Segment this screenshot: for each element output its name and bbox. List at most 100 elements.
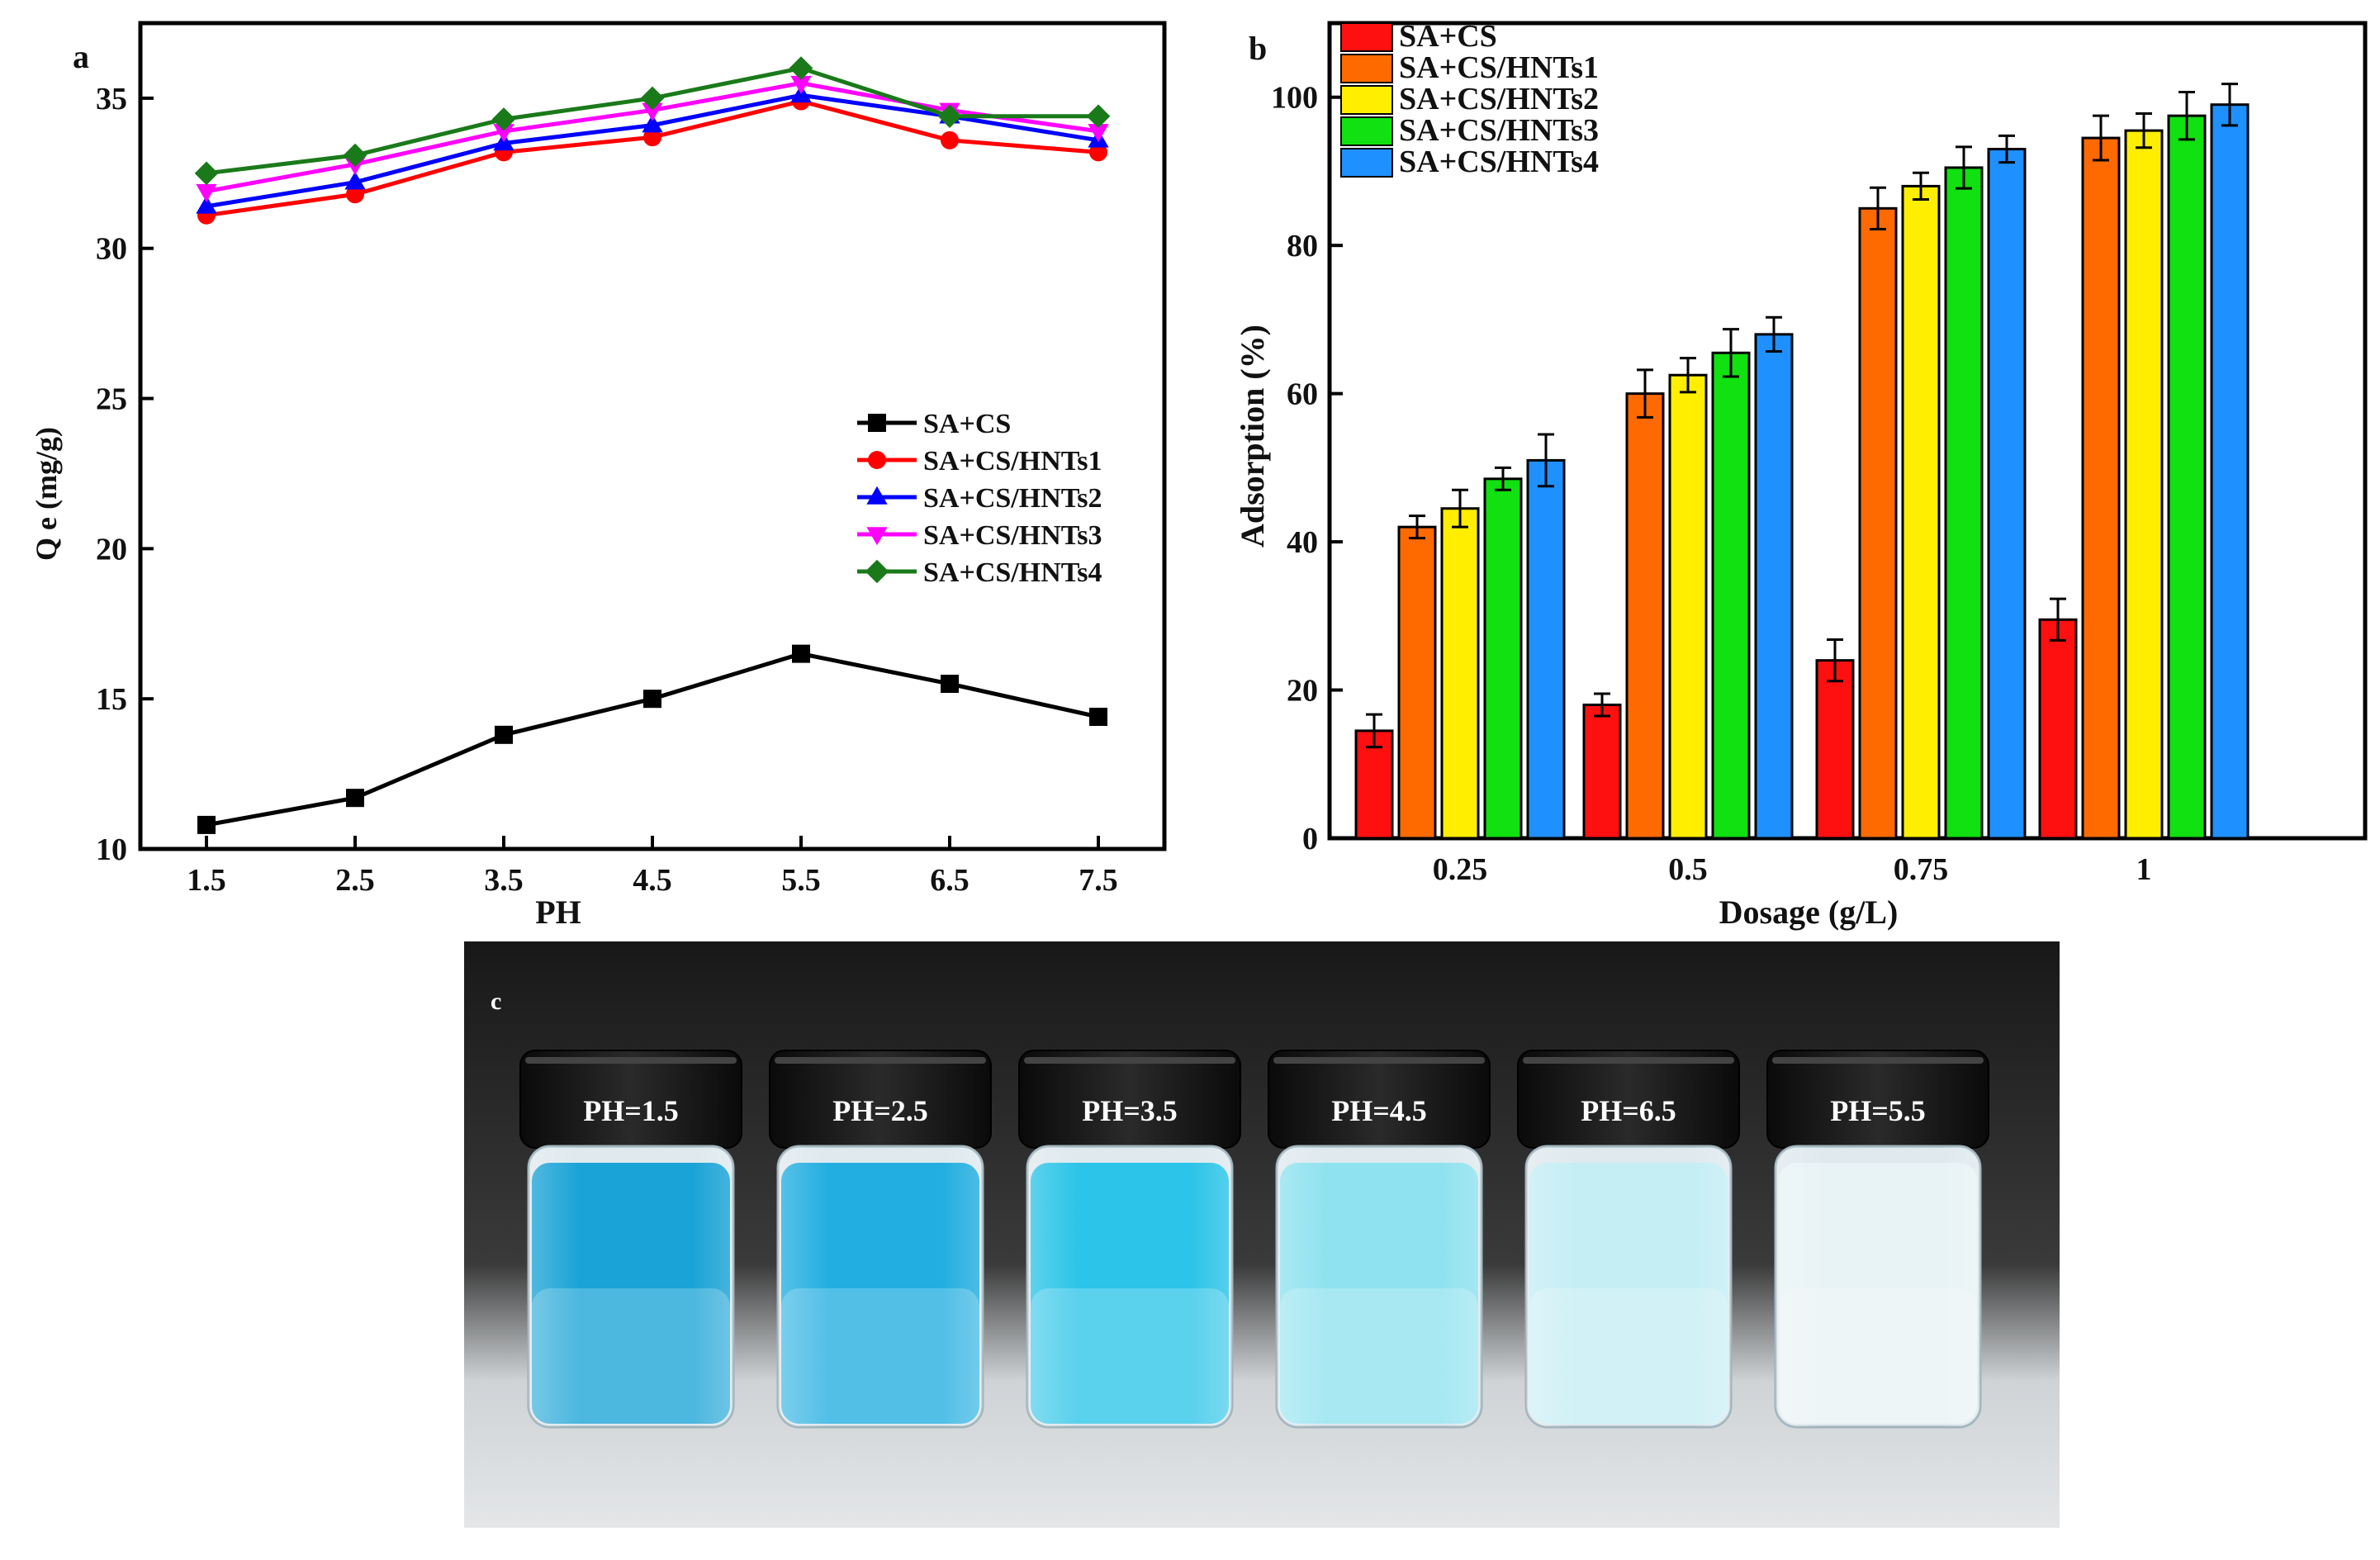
data-point-sa-cs-hnts3 (790, 75, 812, 94)
bar-sa-cs-hnts2 (2124, 129, 2164, 840)
panel-b-x-tick-label: 0.75 (1894, 852, 1949, 887)
vial-ph-3-5: PH=3.5 (1018, 1050, 1241, 1429)
panel-b-y-tick-label: 0 (1302, 822, 1318, 856)
legend-marker (868, 414, 886, 432)
legend-swatch (1340, 54, 1393, 83)
bar-sa-cs-hnts4 (1987, 148, 2027, 840)
panel-b-bars (1354, 83, 2250, 840)
legend-entry-sa-cs: SA+CS (857, 409, 1011, 439)
bar-sa-cs (1582, 703, 1622, 840)
data-point-sa-cs-hnts4 (343, 143, 367, 168)
bar-sa-cs-hnts2 (1901, 184, 1941, 840)
vial-cap-rim (1772, 1057, 1984, 1064)
legend-swatch (1340, 85, 1393, 115)
data-point-sa-cs-hnts1 (1089, 143, 1107, 162)
legend-entry-sa-cs-hnts3: SA+CS/HNTs3 (857, 520, 1102, 551)
legend-swatch (1340, 116, 1393, 146)
bar-sa-cs-hnts1 (1397, 525, 1437, 840)
legend-label: SA+CS/HNTs4 (923, 557, 1102, 588)
data-point-sa-cs-hnts1 (941, 130, 959, 149)
panel-b-label: b (1249, 30, 1267, 67)
legend-label: SA+CS/HNTs4 (1399, 145, 1599, 179)
legend-entry-sa-cs-hnts4: SA+CS/HNTs4 (1340, 145, 1599, 179)
vial-ph-2-5: PH=2.5 (769, 1050, 992, 1429)
panel-b-y-tick-label: 100 (1271, 81, 1318, 116)
legend-label: SA+CS/HNTs3 (923, 520, 1102, 551)
panel-a-x-tick-label: 6.5 (930, 863, 970, 898)
bar-sa-cs-hnts1 (1858, 206, 1898, 840)
legend-marker (866, 527, 888, 546)
vial-cap-rim (1273, 1057, 1485, 1064)
panel-a-x-axis: 1.5 2.5 3.5 4.5 5.5 6.5 7.5 (187, 836, 1118, 898)
legend-label: SA+CS/HNTs2 (923, 483, 1102, 514)
panel-c-vial-photo: c PH=1.5 PH=2.5 PH=3.5 PH=4.5 PH=6.5 PH=5.5 (464, 941, 2060, 1528)
panel-b-y-tick-label: 80 (1287, 229, 1318, 263)
data-point-sa-cs (1089, 708, 1107, 726)
legend-entry-sa-cs-hnts2: SA+CS/HNTs2 (857, 483, 1102, 514)
panel-b-x-axis: 0.25 0.5 0.75 1 (1433, 825, 2152, 887)
panel-a-series (194, 56, 1111, 834)
panel-a-y-tick-label: 10 (96, 832, 127, 867)
bar-sa-cs-hnts1 (1625, 392, 1665, 840)
bar-sa-cs-hnts3 (1944, 166, 1984, 840)
panel-a-x-axis-title: PH (535, 894, 581, 931)
panel-a-y-tick-label: 30 (96, 232, 127, 267)
panel-a-y-axis: 10 15 20 25 30 35 (96, 82, 154, 867)
panel-a-y-tick-label: 15 (96, 682, 127, 717)
data-point-sa-cs (941, 675, 959, 693)
bar-sa-cs-hnts2 (1668, 373, 1708, 840)
legend-entry-sa-cs-hnts4: SA+CS/HNTs4 (857, 557, 1102, 588)
series-line-sa-cs (206, 652, 1099, 827)
vial-shine (1027, 1146, 1232, 1427)
panel-a-legend: SA+CS SA+CS/HNTs1 SA+CS/HNTs2 SA+CS/HNTs3 SA… (857, 409, 1102, 588)
bar-sa-cs-hnts4 (1754, 333, 1794, 840)
vial-cap-rim (1523, 1057, 1734, 1064)
data-point-sa-cs (495, 725, 513, 744)
vial-cap-rim (525, 1057, 737, 1064)
legend-entry-sa-cs: SA+CS (1340, 19, 1497, 54)
bar-sa-cs-hnts1 (2081, 136, 2121, 840)
bar-sa-cs-hnts3 (1711, 351, 1751, 840)
panel-b-y-tick-label: 60 (1287, 377, 1318, 412)
bar-sa-cs-hnts3 (1483, 477, 1523, 840)
legend-entry-sa-cs-hnts2: SA+CS/HNTs2 (1340, 82, 1599, 116)
panel-a-y-tick-label: 20 (96, 532, 127, 567)
panel-b-x-tick-label: 1 (2136, 852, 2152, 887)
panel-b-x-axis-title: Dosage (g/L) (1719, 894, 1899, 931)
legend-entry-sa-cs-hnts1: SA+CS/HNTs1 (857, 446, 1102, 477)
vial-label: PH=6.5 (1581, 1094, 1676, 1127)
panel-a-x-tick-label: 2.5 (335, 863, 375, 898)
panel-a-label: a (73, 38, 89, 75)
panel-a-x-tick-label: 3.5 (484, 863, 524, 898)
legend-swatch (1340, 22, 1393, 52)
data-point-sa-cs-hnts1 (346, 185, 364, 204)
data-point-sa-cs-hnts4 (937, 104, 962, 129)
data-point-sa-cs-hnts3 (1088, 124, 1109, 143)
legend-label: SA+CS (1399, 19, 1497, 54)
vial-shine (1277, 1146, 1482, 1427)
vial-cap-rim (775, 1057, 986, 1064)
vial-ph-4-5: PH=4.5 (1268, 1050, 1491, 1429)
panel-a-x-tick-label: 5.5 (781, 863, 821, 898)
bar-sa-cs-hnts2 (1440, 507, 1480, 840)
data-point-sa-cs-hnts4 (194, 161, 219, 186)
vial-shine (1526, 1146, 1731, 1427)
vial-cap-rim (1024, 1057, 1235, 1064)
data-point-sa-cs-hnts4 (1086, 104, 1111, 129)
vial-ph-5-5: PH=5.5 (1766, 1050, 1989, 1429)
bar-group-0-5 (1582, 315, 1794, 840)
bar-group-0-75 (1815, 134, 2027, 840)
vial-ph-6-5: PH=6.5 (1517, 1050, 1740, 1429)
bar-sa-cs-hnts3 (2167, 114, 2207, 840)
data-point-sa-cs-hnts2 (344, 171, 366, 190)
data-point-sa-cs-hnts4 (789, 56, 813, 80)
panel-b-bar-chart: b 0 20 40 60 80 100 0.25 0.5 0.75 1 Dosage (g/L)… (1234, 19, 2368, 931)
panel-a-y-tick-label: 35 (96, 82, 127, 116)
bar-sa-cs-hnts4 (2210, 103, 2250, 840)
panel-a-y-axis-title: Q e (mg/g) (30, 427, 63, 561)
panel-b-y-tick-label: 40 (1287, 525, 1318, 560)
panel-b-legend: SA+CSSA+CS/HNTs1SA+CS/HNTs2SA+CS/HNTs3SA… (1340, 19, 1599, 179)
panel-a-x-tick-label: 7.5 (1079, 863, 1118, 898)
panel-b-y-axis: 0 20 40 60 80 100 (1271, 81, 1343, 856)
